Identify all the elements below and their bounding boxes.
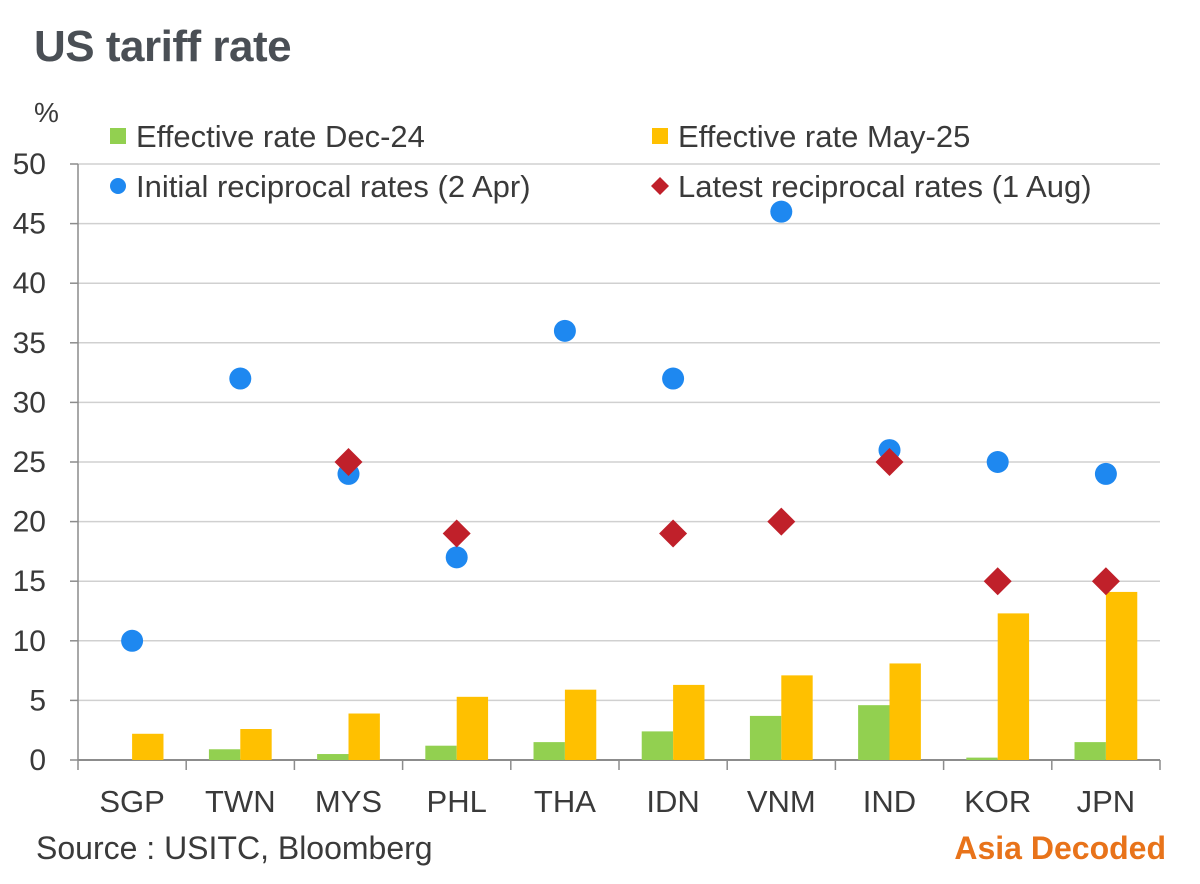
y-tick-label: 40 xyxy=(13,267,46,300)
legend: Effective rate Dec-24 Effective rate May-… xyxy=(110,119,1092,204)
bar-mys-may25 xyxy=(348,713,380,760)
initial-rate-point-kor xyxy=(986,451,1009,473)
x-tick-label: VNM xyxy=(747,784,816,819)
bars xyxy=(132,591,1138,760)
initial-rate-point-idn xyxy=(662,367,685,390)
legend-swatch xyxy=(110,178,126,194)
bar-jpn-dec24 xyxy=(1074,742,1106,760)
latest-rate-point-jpn xyxy=(1091,567,1120,596)
bar-twn-dec24 xyxy=(208,749,241,760)
initial-rate-point-jpn xyxy=(1094,462,1117,485)
initial-rate-point-vnm xyxy=(770,200,793,223)
brand-label: Asia Decoded xyxy=(954,830,1166,866)
chart-title: US tariff rate xyxy=(34,22,292,71)
y-axis-unit: % xyxy=(34,97,59,128)
legend-label: Initial reciprocal rates (2 Apr) xyxy=(136,169,531,204)
x-tick-label: IND xyxy=(863,784,916,819)
x-tick-label: TWN xyxy=(205,784,276,819)
bar-mys-dec24 xyxy=(317,754,349,760)
bar-vnm-dec24 xyxy=(749,715,782,760)
latest-rate-point-mys xyxy=(334,448,363,476)
bar-tha-may25 xyxy=(564,689,597,760)
y-tick-label: 30 xyxy=(13,386,46,419)
latest-rate-point-vnm xyxy=(767,507,796,536)
x-tick-label: THA xyxy=(534,784,596,819)
latest-rate-point-kor xyxy=(983,567,1012,596)
latest-rate-point-ind xyxy=(875,448,904,476)
bar-jpn-may25 xyxy=(1105,591,1138,760)
legend-swatch xyxy=(651,177,669,195)
markers xyxy=(121,200,1120,652)
y-tick-label: 45 xyxy=(13,208,46,241)
bar-kor-dec24 xyxy=(966,757,998,760)
bar-kor-may25 xyxy=(997,613,1030,760)
latest-rate-point-phl xyxy=(442,519,471,548)
y-tick-label: 25 xyxy=(13,446,46,479)
initial-rate-point-tha xyxy=(553,319,576,342)
x-tick-label: KOR xyxy=(964,784,1031,819)
bar-tha-dec24 xyxy=(533,742,565,760)
y-tick-label: 50 xyxy=(13,148,46,181)
bar-ind-may25 xyxy=(889,663,921,760)
bar-idn-dec24 xyxy=(641,731,674,760)
bar-phl-dec24 xyxy=(425,745,457,760)
y-tick-label: 15 xyxy=(13,565,46,598)
bar-idn-may25 xyxy=(673,684,705,760)
y-tick-label: 10 xyxy=(13,625,46,658)
gridlines xyxy=(78,163,1160,702)
x-tick-label: JPN xyxy=(1077,784,1136,819)
y-tick-label: 0 xyxy=(29,744,46,777)
y-tick-label: 20 xyxy=(13,506,46,539)
legend-label: Latest reciprocal rates (1 Aug) xyxy=(678,169,1092,204)
initial-rate-point-twn xyxy=(229,367,252,390)
x-tick-label: PHL xyxy=(427,784,487,819)
initial-rate-point-phl xyxy=(445,546,468,569)
legend-label: Effective rate May-25 xyxy=(678,119,970,154)
x-axis: SGP TWN MYS PHL THA IDN VNM IND KOR JPN xyxy=(77,759,1161,819)
bar-sgp-may25 xyxy=(132,733,164,760)
bar-ind-dec24 xyxy=(858,705,890,760)
bar-twn-may25 xyxy=(240,729,272,760)
y-tick-label: 35 xyxy=(13,327,46,360)
y-axis: 0 5 10 15 20 25 30 35 40 45 50 xyxy=(13,148,79,777)
x-tick-label: IDN xyxy=(646,784,699,819)
y-tick-label: 5 xyxy=(29,684,46,717)
x-tick-label: MYS xyxy=(315,784,382,819)
bar-vnm-may25 xyxy=(781,675,813,760)
source-note: Source : USITC, Bloomberg xyxy=(36,830,433,866)
bar-phl-may25 xyxy=(456,696,489,760)
initial-rate-point-sgp xyxy=(121,629,144,652)
x-tick-label: SGP xyxy=(99,784,164,819)
latest-rate-point-idn xyxy=(659,519,688,548)
legend-swatch xyxy=(110,128,126,144)
legend-swatch xyxy=(652,128,668,144)
legend-label: Effective rate Dec-24 xyxy=(136,119,425,154)
